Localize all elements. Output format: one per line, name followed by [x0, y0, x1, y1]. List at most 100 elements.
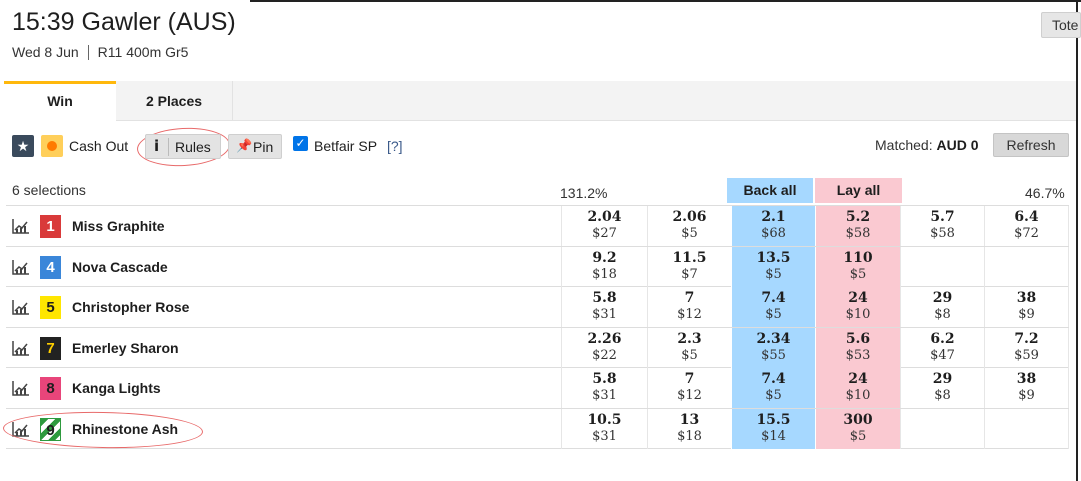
odds: 7 [684, 290, 695, 306]
refresh-button[interactable]: Refresh [993, 133, 1069, 157]
tab-win[interactable]: Win [4, 81, 116, 122]
back-2-price-cell[interactable]: 2.06 $5 [647, 206, 731, 246]
lay-3-price-cell[interactable]: 38 $9 [984, 287, 1069, 327]
available-amount: $53 [845, 347, 871, 363]
odds: 13 [679, 411, 700, 428]
odds: 24 [848, 371, 868, 387]
lay-3-price-cell[interactable]: 38 $9 [984, 368, 1069, 408]
available-amount: $31 [592, 388, 617, 403]
rules-button[interactable]: i Rules [145, 134, 221, 159]
odds: 10.5 [587, 411, 622, 428]
odds: 2.34 [756, 330, 791, 347]
race-date: Wed 8 Jun [12, 44, 79, 60]
back-2-price-cell[interactable]: 7 $12 [647, 368, 731, 408]
lay-3-price-cell[interactable]: 6.4 $72 [984, 206, 1069, 246]
best-lay-price-cell[interactable]: 5.2 $58 [815, 206, 900, 246]
matched-amount: Matched: AUD 0 [875, 137, 979, 153]
available-amount: $9 [1018, 388, 1035, 403]
available-amount: $22 [592, 347, 617, 363]
chart-icon[interactable] [12, 299, 30, 315]
back-3-price-cell[interactable]: 9.2 $18 [561, 246, 647, 287]
available-amount: $31 [592, 307, 617, 322]
table-row: 7 Emerley Sharon 2.26 $22 2.3 $5 2.34 $55 5.6 $53… [6, 327, 1069, 368]
lay-all-button[interactable]: Lay all [815, 178, 902, 203]
back-3-price-cell[interactable]: 5.8 $31 [561, 368, 647, 408]
odds: 11.5 [672, 249, 707, 266]
back-2-price-cell[interactable]: 2.3 $5 [647, 327, 731, 368]
race-info: R11 400m Gr5 [97, 44, 189, 60]
lay-2-price-cell[interactable]: 29 $8 [900, 368, 984, 408]
market-tabs: Win 2 Places [4, 81, 1076, 122]
runner-name[interactable]: Christopher Rose [72, 299, 190, 315]
available-amount: $59 [1014, 347, 1039, 363]
chart-icon[interactable] [12, 340, 30, 356]
star-icon[interactable]: ★ [12, 135, 34, 157]
betfair-sp-checkbox[interactable]: ✓ [293, 136, 308, 151]
chart-icon[interactable] [12, 218, 30, 234]
betfair-sp-label[interactable]: Betfair SP [314, 138, 378, 154]
best-lay-price-cell[interactable]: 110 $5 [815, 246, 900, 287]
back-book-percentage: 131.2% [560, 185, 608, 201]
odds: 29 [932, 290, 953, 306]
available-amount: $31 [592, 428, 617, 444]
odds: 2.1 [761, 209, 786, 225]
saddle-cloth: 7 [40, 336, 61, 360]
lay-2-price-cell[interactable]: 6.2 $47 [900, 327, 984, 368]
best-back-price-cell[interactable]: 7.4 $5 [731, 368, 815, 408]
chart-icon[interactable] [12, 259, 30, 275]
runners-table: 1 Miss Graphite 2.04 $27 2.06 $5 2.1 $68 5.2 $58 5… [6, 205, 1069, 449]
best-back-price-cell[interactable]: 15.5 $14 [731, 408, 815, 449]
table-row: 4 Nova Cascade 9.2 $18 11.5 $7 13.5 $5 110 $5 [6, 246, 1069, 287]
available-amount: $8 [934, 307, 951, 322]
best-back-price-cell[interactable]: 2.1 $68 [731, 206, 815, 246]
matched-value: AUD 0 [936, 137, 979, 153]
info-icon: i [154, 137, 160, 155]
back-2-price-cell[interactable]: 13 $18 [647, 408, 731, 449]
pin-button[interactable]: 📌 Pin [228, 134, 282, 159]
back-3-price-cell[interactable]: 5.8 $31 [561, 287, 647, 327]
available-amount: $8 [934, 388, 951, 403]
odds [901, 409, 984, 412]
lay-2-price-cell[interactable]: 5.7 $58 [900, 206, 984, 246]
lay-3-price-cell[interactable] [984, 408, 1069, 449]
best-lay-price-cell[interactable]: 300 $5 [815, 408, 900, 449]
pin-icon: 📌 [236, 138, 253, 153]
cash-out-label[interactable]: Cash Out [69, 138, 129, 154]
best-lay-price-cell[interactable]: 24 $10 [815, 287, 900, 327]
odds: 2.26 [587, 330, 622, 347]
lay-book-percentage: 46.7% [1025, 185, 1065, 201]
odds [985, 247, 1068, 250]
lay-2-price-cell[interactable]: 29 $8 [900, 287, 984, 327]
runner-name[interactable]: Miss Graphite [72, 218, 165, 234]
tab-2-places[interactable]: 2 Places [116, 81, 233, 121]
chart-icon[interactable] [12, 380, 30, 396]
best-lay-price-cell[interactable]: 24 $10 [815, 368, 900, 408]
back-3-price-cell[interactable]: 10.5 $31 [561, 408, 647, 449]
lay-2-price-cell[interactable] [900, 408, 984, 449]
back-3-price-cell[interactable]: 2.04 $27 [561, 206, 647, 246]
runner-name[interactable]: Rhinestone Ash [72, 420, 179, 437]
page-title: 15:39 Gawler (AUS) [12, 8, 236, 36]
runner-name[interactable]: Nova Cascade [72, 258, 168, 275]
best-lay-price-cell[interactable]: 5.6 $53 [815, 327, 900, 368]
betfair-sp-help-link[interactable]: [?] [387, 138, 403, 154]
odds: 2.06 [672, 209, 707, 225]
lay-2-price-cell[interactable] [900, 246, 984, 287]
back-2-price-cell[interactable]: 7 $12 [647, 287, 731, 327]
chart-icon[interactable] [12, 421, 30, 437]
best-back-price-cell[interactable]: 7.4 $5 [731, 287, 815, 327]
odds: 15.5 [756, 411, 791, 428]
odds: 9.2 [592, 249, 617, 266]
runner-name[interactable]: Kanga Lights [72, 380, 161, 396]
tote-button[interactable]: Tote [1041, 12, 1081, 38]
back-2-price-cell[interactable]: 11.5 $7 [647, 246, 731, 287]
lay-3-price-cell[interactable] [984, 246, 1069, 287]
back-3-price-cell[interactable]: 2.26 $22 [561, 327, 647, 368]
best-back-price-cell[interactable]: 13.5 $5 [731, 246, 815, 287]
odds: 38 [1016, 290, 1037, 306]
cash-out-icon[interactable] [41, 135, 63, 157]
back-all-button[interactable]: Back all [727, 178, 813, 203]
lay-3-price-cell[interactable]: 7.2 $59 [984, 327, 1069, 368]
runner-name[interactable]: Emerley Sharon [72, 339, 179, 356]
best-back-price-cell[interactable]: 2.34 $55 [731, 327, 815, 368]
